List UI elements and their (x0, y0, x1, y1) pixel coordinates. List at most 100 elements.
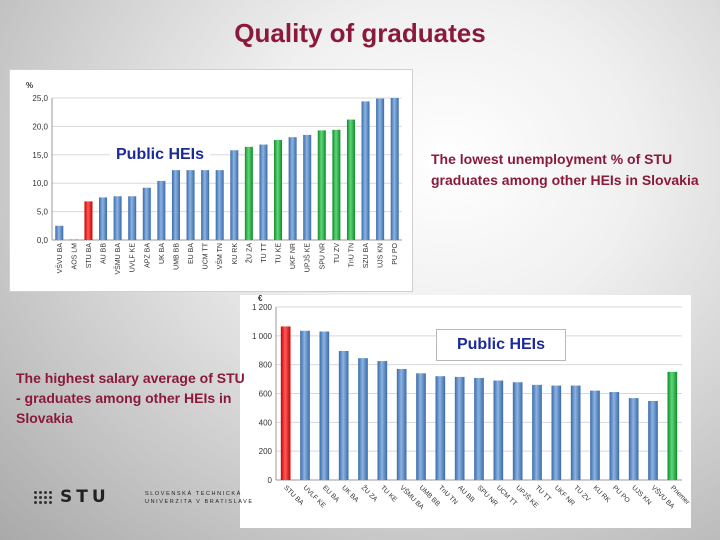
bar (474, 377, 484, 480)
bar (215, 170, 224, 240)
bar (280, 326, 291, 480)
bar (69, 239, 78, 240)
bar (416, 373, 426, 480)
university-name-line1: SLOVENSKÁ TECHNICKÁ (145, 491, 242, 497)
unemployment-chart-svg: 0,0 5,0 10,0 15,0 20,0 25,0% VŠVU BA AOS LM STU … (26, 81, 402, 275)
y-tick-label: 0 (268, 476, 273, 485)
public-heis-label-2: Public HEIs (436, 329, 566, 361)
x-tick-label: PU PO (392, 242, 399, 264)
x-tick-label: TU ZV (334, 243, 341, 264)
x-tick-label: KU RK (232, 243, 239, 265)
bar (551, 385, 562, 480)
unemployment-chart: 0,0 5,0 10,0 15,0 20,0 25,0% VŠVU BA AOS LM STU … (9, 69, 413, 292)
y-tick-label: 1 200 (252, 303, 273, 312)
y-tick-label: 600 (259, 390, 273, 399)
bar (332, 129, 341, 240)
x-tick-label: AU BB (101, 243, 108, 264)
slide-title: Quality of graduates (234, 18, 486, 48)
x-tick-label: AOS LM (71, 243, 78, 270)
x-tick-label: TU KE (276, 243, 283, 264)
bar (171, 170, 180, 240)
y-axis-unit: € (258, 295, 263, 303)
bar (512, 382, 523, 480)
public-heis-label-1: Public HEIs (110, 143, 211, 167)
bar (300, 330, 310, 480)
bar (244, 146, 253, 240)
x-tick-label: TU TT (261, 242, 268, 262)
x-tick-label: EU BA (188, 243, 195, 264)
x-tick-label: VŠMU BA (113, 243, 122, 275)
bar (317, 130, 326, 240)
x-tick-label: UKF NR (290, 243, 297, 269)
x-tick-label: UJS KN (630, 484, 652, 506)
bar (376, 98, 385, 241)
bar (338, 350, 349, 480)
bar (628, 398, 639, 480)
y-tick-label: 5,0 (37, 208, 49, 217)
x-tick-label: UMB BB (173, 243, 180, 270)
bar (667, 371, 678, 480)
bar (142, 187, 151, 240)
y-tick-label: 0,0 (37, 236, 49, 245)
bar (609, 392, 620, 480)
x-tick-label: VŠVU BA (55, 243, 64, 274)
bar (396, 368, 407, 480)
bar (128, 196, 137, 240)
bar (259, 144, 268, 240)
x-tick-label: PU PO (611, 484, 631, 504)
x-tick-label: UCM TT (203, 242, 210, 269)
bar (201, 170, 210, 240)
bar (377, 361, 388, 480)
bar (55, 225, 64, 240)
unemployment-caption: The lowest unemployment % of STU graduat… (431, 151, 699, 188)
bar (288, 137, 297, 240)
x-tick-label: SZU BA (363, 243, 370, 269)
bar (230, 150, 239, 240)
x-tick-label: TU TT (534, 484, 552, 502)
x-tick-label: APZ BA (144, 243, 151, 268)
x-tick-label: ŽU ZA (360, 483, 381, 504)
y-tick-label: 800 (259, 361, 273, 370)
bar (570, 385, 581, 480)
bar (493, 380, 504, 480)
logo-dots-icon (34, 490, 52, 504)
bar (390, 98, 399, 240)
bar (84, 201, 93, 240)
y-tick-label: 15,0 (32, 151, 48, 160)
bar (319, 331, 330, 480)
bar (99, 197, 108, 240)
x-tick-label: SPU NR (319, 243, 326, 269)
bar (303, 134, 312, 240)
bar (346, 119, 355, 240)
x-tick-label: KU RK (592, 484, 612, 504)
y-tick-label: 10,0 (32, 179, 48, 188)
y-tick-label: 1 000 (252, 332, 273, 341)
x-tick-label: UJS KN (378, 243, 385, 268)
university-name: SLOVENSKÁ TECHNICKÁ UNIVERZITA V BRATISL… (145, 490, 254, 506)
salary-caption: The highest salary average of STU - grad… (16, 370, 245, 426)
x-tick-label: UPJŠ KE (303, 243, 312, 273)
bar (157, 180, 166, 240)
y-tick-label: 25,0 (32, 94, 48, 103)
x-tick-label: AU BB (456, 484, 476, 504)
x-tick-label: TnU TN (348, 243, 355, 267)
x-tick-label: VŠM TN (215, 243, 224, 269)
x-tick-label: STU BA (282, 484, 305, 507)
bar (361, 101, 370, 240)
x-tick-label: STU BA (86, 243, 93, 269)
bar (274, 140, 283, 240)
bar (358, 358, 368, 480)
bar (435, 376, 446, 480)
x-tick-label: TU KE (379, 484, 398, 503)
logo-mark: STU (60, 487, 110, 507)
bar (454, 376, 465, 480)
stu-logo: STU (34, 487, 110, 507)
y-tick-label: 200 (259, 447, 273, 456)
bar (113, 196, 122, 240)
university-name-line2: UNIVERZITA V BRATISLAVE (145, 499, 254, 505)
x-tick-label: UVLF KE (130, 243, 137, 273)
y-tick-label: 20,0 (32, 122, 48, 131)
x-tick-label: UK BA (159, 243, 166, 264)
x-tick-label: ŽU ZA (244, 243, 253, 264)
